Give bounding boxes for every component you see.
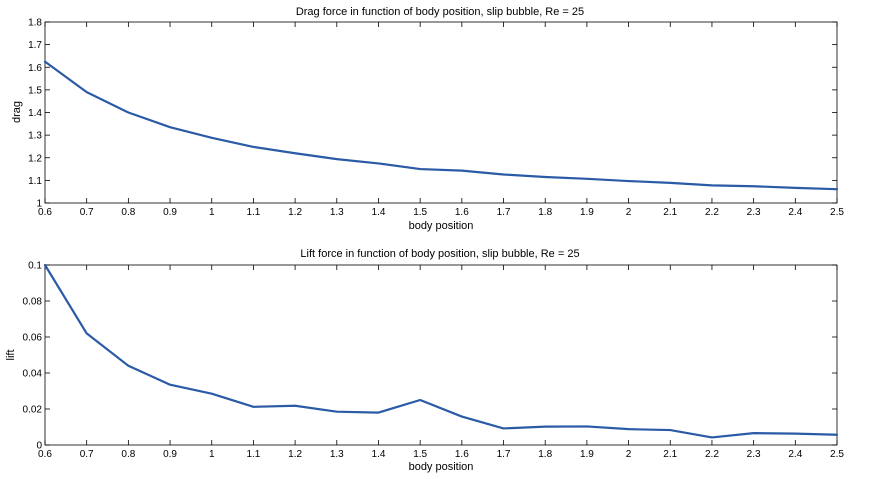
drag-x-tick-label: 1.8: [538, 207, 552, 218]
lift-x-tick-label: 2.5: [830, 449, 844, 460]
lift-x-tick-label: 1.7: [497, 449, 511, 460]
drag-x-tick-label: 1.7: [497, 207, 511, 218]
lift-y-tick-label: 0.06: [23, 333, 43, 344]
drag-y-axis-label: drag: [11, 101, 23, 123]
drag-y-tick-label: 1.4: [28, 108, 42, 119]
lift-x-tick-label: 0.9: [163, 449, 177, 460]
drag-x-tick-label: 1.3: [330, 207, 344, 218]
lift-x-tick-label: 1.4: [372, 449, 386, 460]
lift-x-tick-label: 1.6: [455, 449, 469, 460]
lift-x-tick-label: 1.9: [580, 449, 594, 460]
drag-x-tick-label: 1.2: [288, 207, 302, 218]
lift-x-tick-label: 1.8: [538, 449, 552, 460]
lift-x-tick-label: 1.5: [413, 449, 427, 460]
lift-y-tick-label: 0.08: [23, 297, 43, 308]
drag-x-tick-label: 1.4: [372, 207, 386, 218]
lift-ticks: 0.6 0.7 0.8 0.9 1 1.1 1.2 1.3 1.4 1.5 1.6 1.7 1.8 1.9…: [23, 261, 845, 461]
drag-x-tick-label: 2.1: [663, 207, 677, 218]
drag-x-tick-label: 0.7: [80, 207, 94, 218]
lift-y-tick-label: 0: [36, 441, 42, 452]
drag-x-tick-label: 2.5: [830, 207, 844, 218]
drag-x-tick-label: 1.6: [455, 207, 469, 218]
lift-x-tick-label: 0.8: [121, 449, 135, 460]
drag-y-tick-label: 1.3: [28, 131, 42, 142]
lift-x-tick-label: 2.1: [663, 449, 677, 460]
drag-x-tick-label: 2.2: [705, 207, 719, 218]
drag-x-tick-label: 0.9: [163, 207, 177, 218]
lift-x-tick-label: 2.3: [747, 449, 761, 460]
drag-series-line: [43, 60, 839, 191]
drag-x-axis-label: body position: [409, 220, 474, 232]
drag-x-tick-label: 1.1: [246, 207, 260, 218]
drag-y-tick-label: 1.8: [28, 18, 42, 29]
lift-x-tick-label: 0.7: [80, 449, 94, 460]
drag-chart: Drag force in function of body position,…: [11, 6, 844, 232]
drag-chart-title: Drag force in function of body position,…: [296, 6, 584, 18]
drag-y-tick-label: 1: [36, 199, 42, 210]
lift-y-axis-label: lift: [5, 350, 17, 361]
drag-ticks: 0.6 0.7 0.8 0.9 1 1.1 1.2 1.3 1.4 1.5 1.6 1.7 1.8 1.9…: [28, 18, 844, 219]
lift-x-tick-label: 1.2: [288, 449, 302, 460]
drag-y-tick-label: 1.2: [28, 153, 42, 164]
lift-x-tick-label: 1.1: [246, 449, 260, 460]
drag-x-tick-label: 0.6: [38, 207, 52, 218]
lift-x-tick-label: 2.2: [705, 449, 719, 460]
lift-x-tick-label: 1.3: [330, 449, 344, 460]
drag-y-tick-label: 1.6: [28, 63, 42, 74]
lift-chart: Lift force in function of body position,…: [5, 248, 844, 473]
drag-x-tick-label: 2.4: [788, 207, 802, 218]
lift-x-tick-label: 2.4: [788, 449, 802, 460]
drag-x-tick-label: 1.5: [413, 207, 427, 218]
drag-x-tick-label: 0.8: [121, 207, 135, 218]
lift-y-tick-label: 0.04: [23, 369, 43, 380]
lift-y-tick-label: 0.02: [23, 405, 43, 416]
lift-y-tick-label: 0.1: [28, 261, 42, 272]
drag-x-tick-label: 2.3: [747, 207, 761, 218]
lift-x-tick-label: 2: [626, 449, 632, 460]
drag-y-tick-label: 1.5: [28, 85, 42, 96]
lift-plot-frame: [44, 264, 838, 446]
drag-x-tick-label: 2: [626, 207, 632, 218]
drag-y-tick-label: 1.7: [28, 40, 42, 51]
lift-x-tick-label: 0.6: [38, 449, 52, 460]
lift-chart-title: Lift force in function of body position,…: [300, 248, 579, 260]
drag-y-tick-label: 1.1: [28, 176, 42, 187]
lift-x-tick-label: 1: [209, 449, 215, 460]
drag-plot-frame: [44, 21, 838, 204]
lift-x-axis-label: body position: [409, 461, 474, 473]
drag-x-tick-label: 1.9: [580, 207, 594, 218]
drag-x-tick-label: 1: [209, 207, 215, 218]
lift-series-line: [43, 263, 839, 439]
